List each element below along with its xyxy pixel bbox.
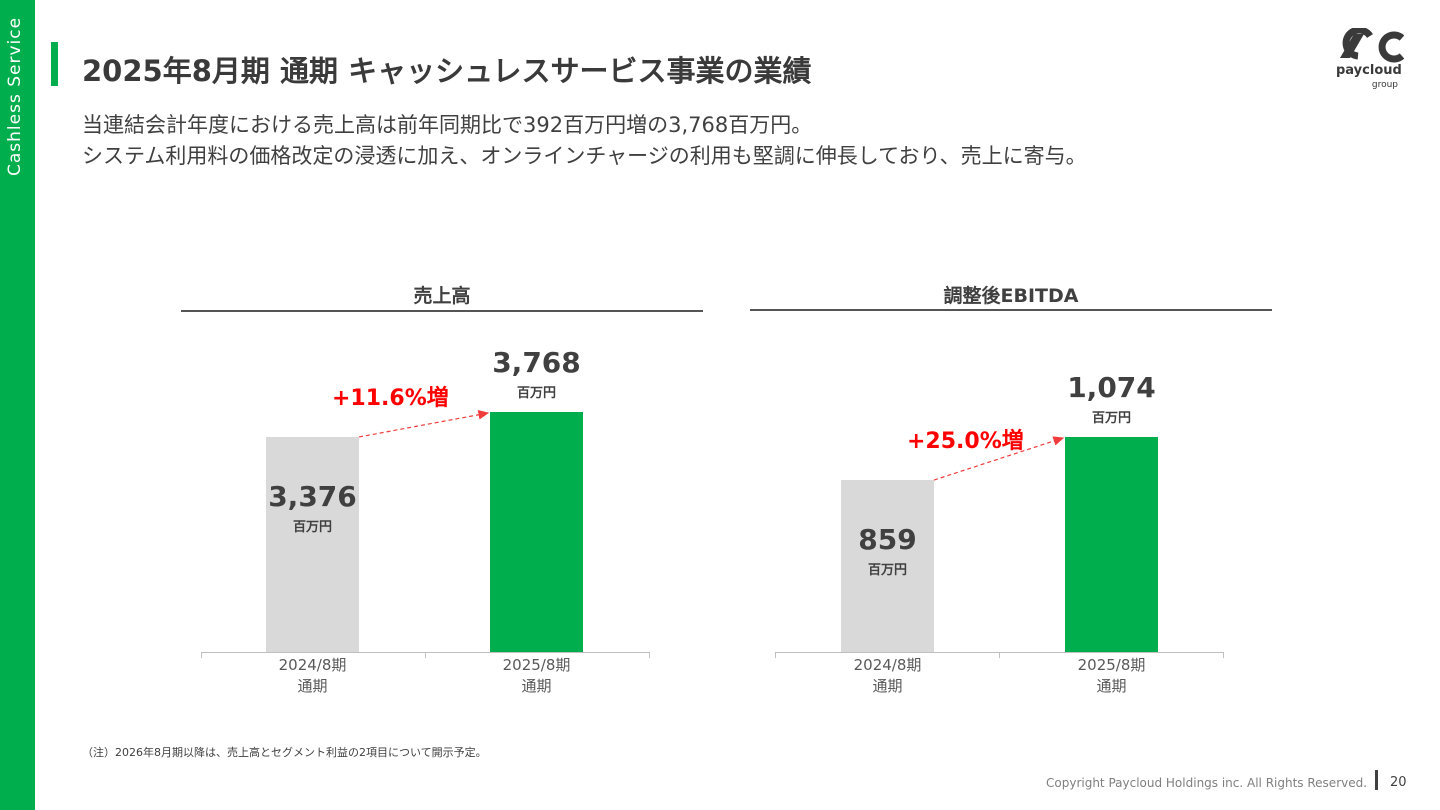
logo-name: paycloud [1336, 63, 1402, 78]
x-axis-tick [775, 652, 776, 658]
subtitle-line-1: 当連結会計年度における売上高は前年同期比で392百万円増の3,768百万円。 [82, 113, 813, 137]
page-title: 2025年8月期 通期 キャッシュレスサービス事業の業績 [82, 54, 812, 88]
value-unit: 百万円 [1091, 411, 1131, 426]
chart-title: 調整後EBITDA [943, 285, 1079, 307]
category-label: 2025/8期 通期 [1042, 655, 1182, 697]
value-label: 859 [858, 523, 917, 557]
copyright: Copyright Paycloud Holdings inc. All Rig… [1046, 776, 1368, 790]
bar-current-year [490, 412, 583, 652]
category-label-line: 通期 [1096, 677, 1127, 695]
page-number: 20 [1390, 775, 1407, 790]
page-number-divider [1375, 770, 1378, 790]
title-accent-bar [51, 42, 58, 86]
value-label: 3,768 [492, 346, 581, 379]
category-label-line: 2024/8期 [278, 656, 347, 674]
category-label-line: 2024/8期 [853, 656, 922, 674]
value-unit: 百万円 [867, 563, 907, 579]
subtitle: 当連結会計年度における売上高は前年同期比で392百万円増の3,768百万円。 シ… [82, 110, 1087, 172]
footnote: （注）2026年8月期以降は、売上高とセグメント利益の2項目について開示予定。 [82, 746, 487, 759]
chart-title-rule [750, 309, 1272, 311]
x-axis-tick [649, 652, 650, 658]
growth-arrow [358, 410, 490, 438]
value-unit: 百万円 [516, 386, 556, 401]
subtitle-line-2: システム利用料の価格改定の浸透に加え、オンラインチャージの利用も堅調に伸長してお… [82, 144, 1087, 168]
x-axis-tick [201, 652, 202, 658]
category-label-line: 通期 [872, 677, 903, 695]
category-label-line: 2025/8期 [1077, 656, 1146, 674]
bar-prev-year [841, 480, 934, 652]
x-axis-tick [425, 652, 426, 658]
growth-label: +25.0%増 [907, 429, 1024, 455]
side-band [0, 0, 35, 810]
value-label: 3,376 [268, 479, 357, 513]
logo-sub: group [1371, 80, 1398, 90]
bar-current-year [1065, 437, 1158, 652]
chart-title: 売上高 [413, 285, 471, 307]
value-label: 1,074 [1067, 371, 1156, 404]
chart-title-rule [181, 310, 703, 312]
category-label: 2024/8期 通期 [818, 655, 958, 697]
growth-label: +11.6%増 [332, 385, 449, 411]
category-label-line: 2025/8期 [502, 656, 571, 674]
category-label-line: 通期 [297, 677, 328, 695]
x-axis-tick [999, 652, 1000, 658]
bar-prev-year [266, 436, 359, 652]
category-label: 2025/8期 通期 [467, 655, 607, 697]
value-unit: 百万円 [292, 519, 332, 535]
x-axis-tick [1223, 652, 1224, 658]
category-label: 2024/8期 通期 [243, 655, 383, 697]
side-label: Cashless Service [5, 16, 25, 176]
category-label-line: 通期 [521, 677, 552, 695]
paycloud-logo-icon [1340, 28, 1404, 63]
